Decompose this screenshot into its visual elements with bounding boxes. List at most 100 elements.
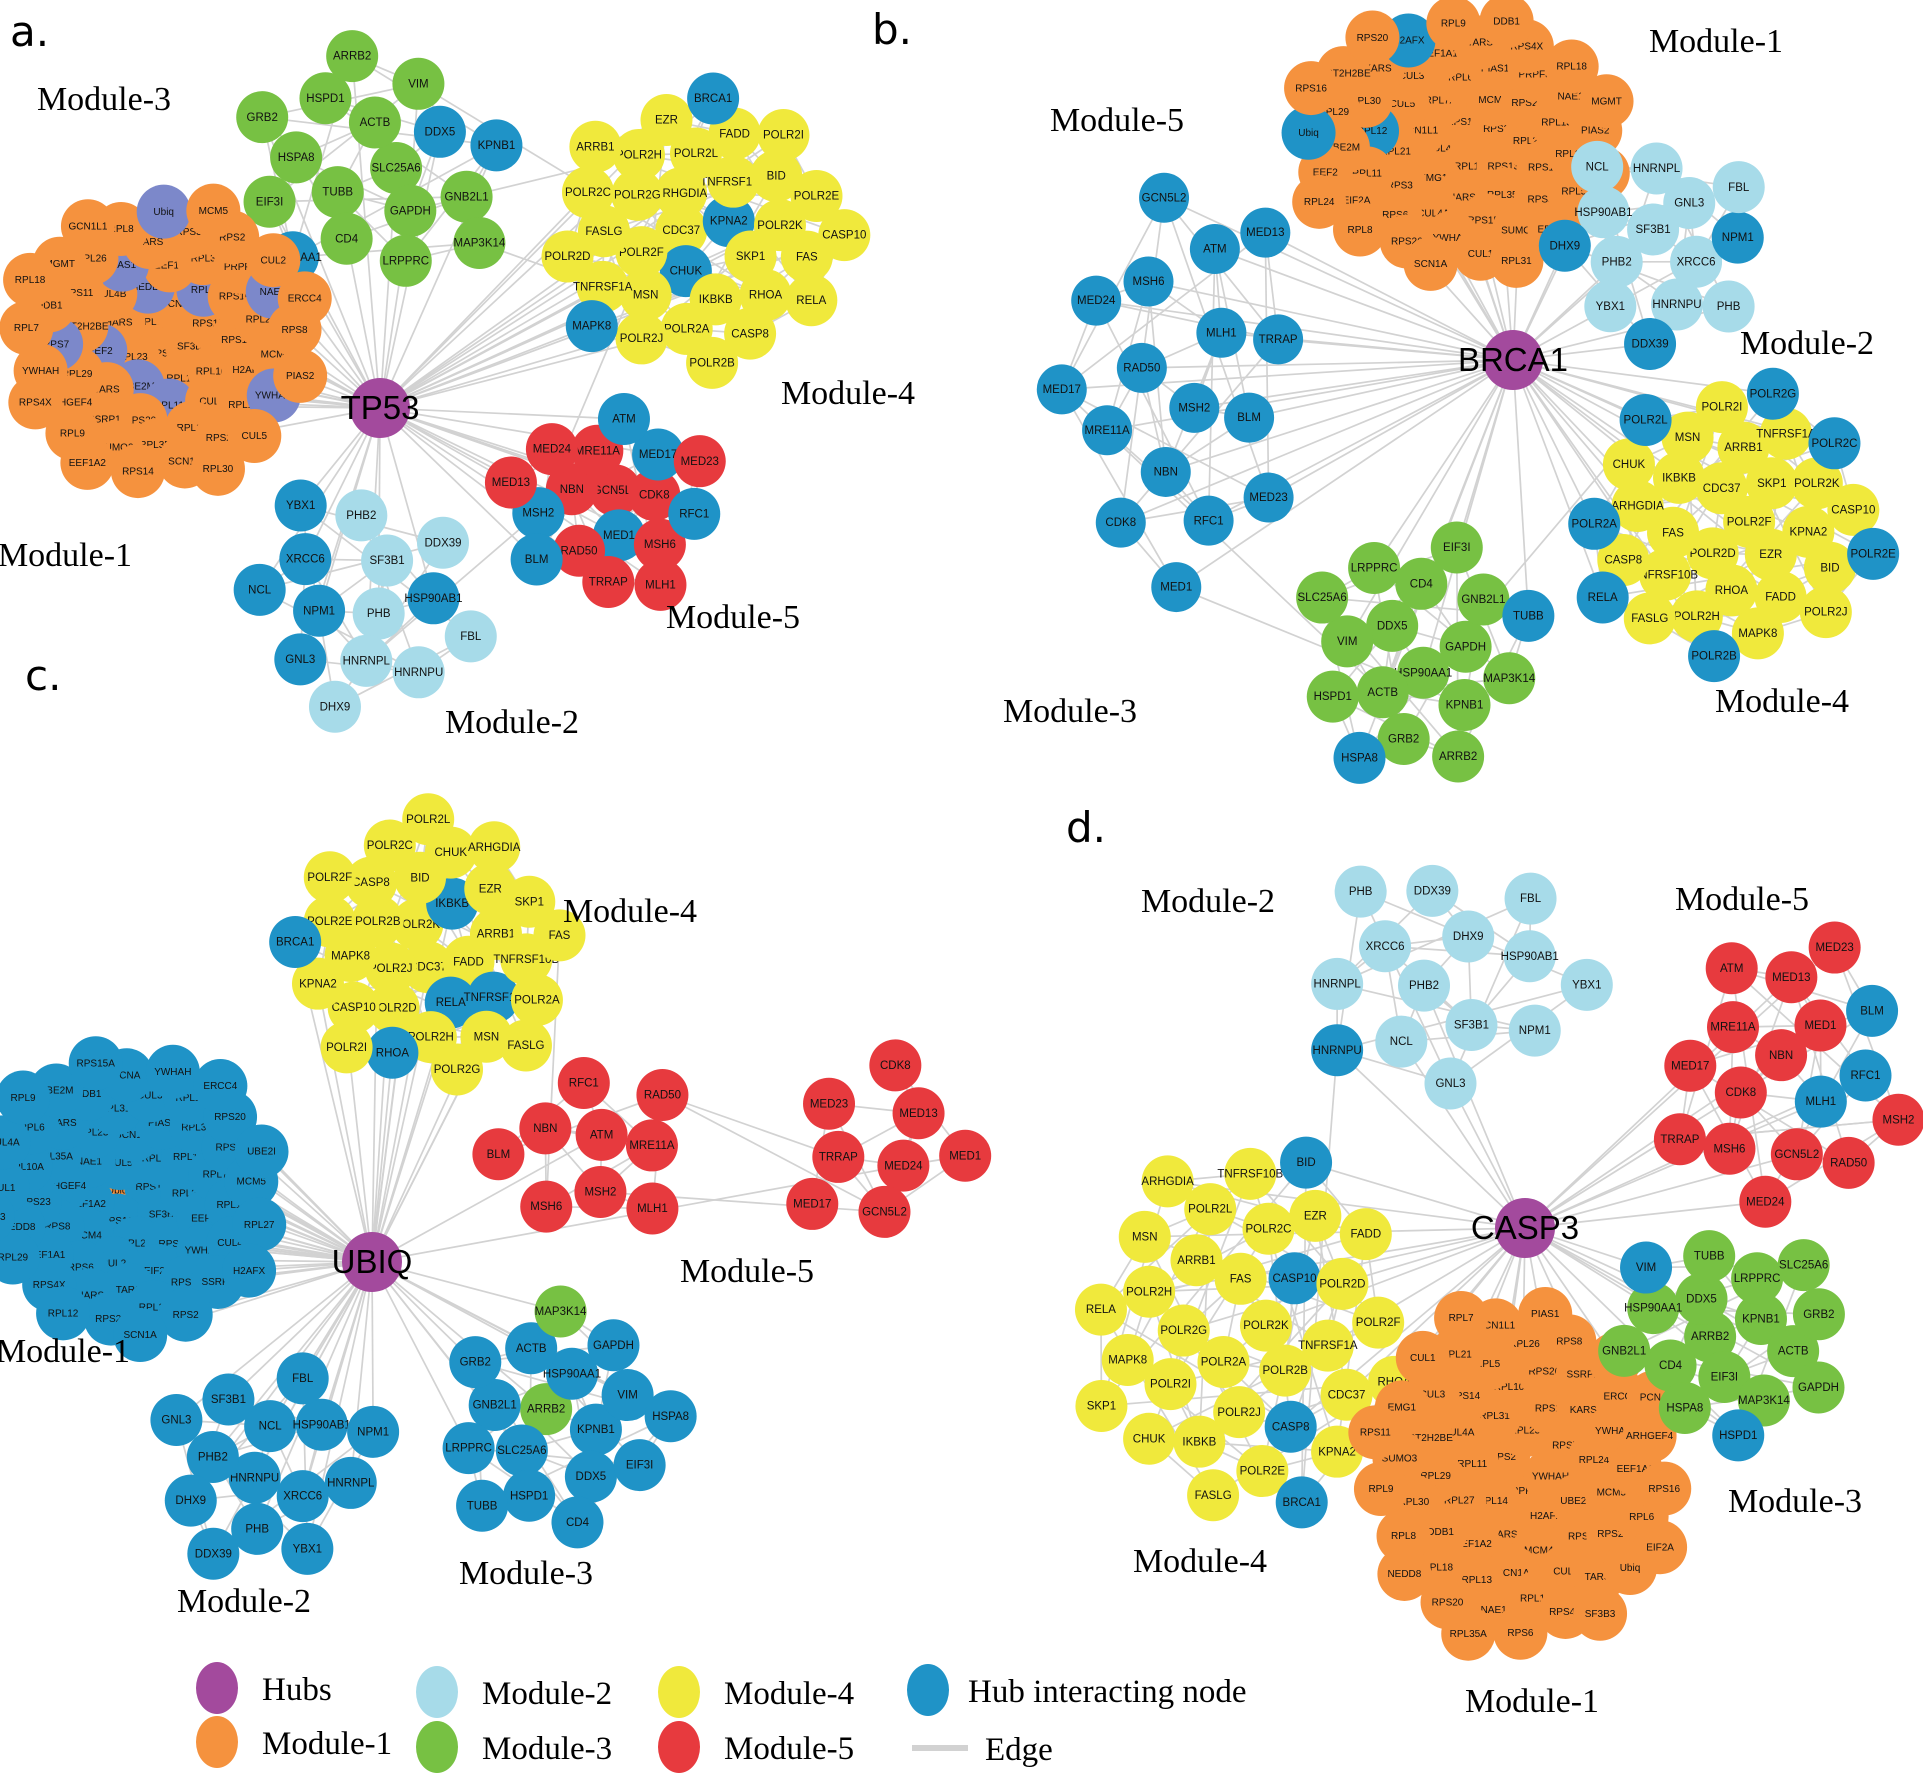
node-label: POLR2G [614,189,661,201]
node-label: RPL7A [1425,95,1457,106]
legend-swatch-hubs [196,1662,238,1714]
node-RPL8: RPL8 [1333,202,1388,257]
panel-letter-c.: c. [25,651,61,700]
module-label-Module-2: Module-2 [177,1583,311,1620]
node-RFC1: RFC1 [1839,1049,1892,1102]
node-label: CHUK [670,266,703,278]
node-label: RPS4X [1510,42,1543,53]
node-POLR2C: POLR2C [363,819,416,872]
node-MSH6: MSH6 [633,518,686,571]
node-label: NCL [259,1421,283,1433]
legend-item-hubs: Hubs [196,1662,332,1714]
node-label: LRPPRC [1351,563,1398,575]
node-label: HSPA8 [278,152,315,164]
node-label: CASP8 [352,877,390,889]
node-MED24: MED24 [877,1139,930,1192]
node-label: PIAS1 [1481,63,1510,74]
node-label: POLR2L [1188,1204,1233,1216]
node-label: PRPF3 [224,262,257,273]
node-MSN: MSN [1661,411,1714,464]
node-label: TUBB [1694,1251,1725,1263]
legend-label: Module-2 [482,1676,612,1712]
node-label: RPS13 [1488,162,1520,173]
node-VIM: VIM [392,57,445,110]
node-label: POLR2D [544,251,590,263]
node-label: DDX39 [424,537,461,549]
legend-swatch-m4 [658,1666,700,1718]
legend-item-m2: Module-2 [416,1666,612,1718]
node-label: RPL31 [1501,256,1532,267]
node-label: YWHAG [1595,1426,1633,1437]
node-label: BRCA1 [276,937,314,949]
node-label: SUMO3 [1501,226,1537,237]
node-RPS15A: RPS15A [68,1036,123,1091]
node-MSN: MSN [1118,1210,1171,1263]
node-RPL7: RPL7 [0,300,54,355]
node-GNB2L1: GNB2L1 [1598,1324,1651,1377]
node-POLR2L: POLR2L [402,793,455,846]
node-EZR: EZR [1744,528,1797,581]
node-label: HNRNPL [327,1478,375,1490]
node-label: BLM [487,1149,511,1161]
node-label: MCM5 [1597,1487,1627,1498]
node-label: TNFRSF10B [1632,569,1698,581]
node-label: RPS26 [1391,237,1423,248]
node-PHB: PHB [1334,865,1387,918]
node-POLR2D: POLR2D [541,230,594,283]
node-label: POLR2D [1690,548,1736,560]
node-label: MGMT [44,259,75,270]
node-label: RPL29 [1420,1471,1451,1482]
node-label: FAS [796,251,818,263]
panel-letter-b.: b. [872,5,912,54]
node-label: SKP1 [1757,478,1786,490]
node-label: RPL35A [139,440,177,451]
node-label: ACTB [360,117,391,129]
node-label: NEDD8 [1387,1569,1421,1580]
node-label: SUMO3 [0,1212,6,1223]
node-label: HSP90AB1 [1501,951,1559,963]
node-HSP90AA1: HSP90AA1 [1624,1282,1682,1335]
module-label-Module-1: Module-1 [1649,23,1783,60]
node-label: POLR2H [1674,611,1720,623]
node-FBL: FBL [276,1352,329,1405]
node-BRCA1: BRCA1 [1275,1476,1328,1529]
node-YWHAH: YWHAH [145,1044,200,1099]
node-label: KPNB1 [1446,700,1484,712]
node-SF3B1: SF3B1 [1627,203,1680,256]
node-label: XRCC6 [1366,941,1405,953]
node-label: GNL3 [285,654,315,666]
node-SKP1: SKP1 [1745,457,1798,510]
node-label: SCN1A [123,1330,157,1341]
node-label: RPL26 [76,253,107,264]
node-HNRNPL: HNRNPL [1311,957,1364,1010]
node-label: MSH6 [1133,276,1165,288]
node-label: KPNA2 [710,216,748,228]
node-label: FASLG [1631,613,1668,625]
node-label: SF3B1 [1454,1020,1489,1032]
node-NPM1: NPM1 [347,1405,400,1458]
node-label: CUL2 [261,255,287,266]
node-MED1: MED1 [1151,562,1202,613]
node-TUBB: TUBB [1502,589,1555,642]
node-label: ATM [590,1130,613,1142]
node-label: MSH2 [584,1187,616,1199]
node-label: ARRB1 [1177,1255,1215,1267]
node-label: EIF3I [1711,1372,1738,1384]
node-label: CASP10 [822,230,866,242]
node-label: NEDD8 [2,1222,36,1233]
legend-swatch-hub_node [907,1664,949,1716]
node-FBL: FBL [1712,161,1765,214]
node-label: SLC25A6 [371,163,420,175]
legend-swatch-m3 [416,1721,458,1773]
node-label: RPS2 [1483,124,1510,135]
node-POLR2G: POLR2G [431,1043,484,1096]
node-label: SF3B3 [1585,1609,1616,1620]
node-label: HNRNPL [343,655,391,667]
node-MED24: MED24 [525,423,578,476]
node-label: RPL26 [1509,1339,1540,1350]
node-ARHGDIA: ARHGDIA [1141,1155,1194,1208]
node-FASLG: FASLG [1623,592,1676,645]
node-label: DDX39 [1632,339,1669,351]
node-HSPA8: HSPA8 [644,1390,697,1443]
